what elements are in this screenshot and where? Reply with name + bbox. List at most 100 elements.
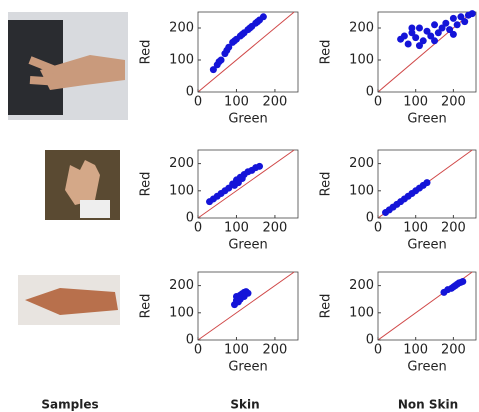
y-tick-label: 200	[349, 156, 374, 171]
point	[412, 34, 420, 42]
x-tick-label: 200	[263, 343, 288, 358]
scatter-chart: 0 100 200 0 100 200 Green Red	[139, 11, 299, 127]
x-tick-label: 100	[403, 343, 428, 358]
y-axis-label: Red	[139, 172, 154, 197]
point	[468, 10, 476, 18]
scatter-chart: 0 100 200 0 100 200 Green Red	[319, 149, 477, 253]
point	[427, 32, 435, 40]
point	[442, 19, 450, 27]
y-tick-label: 100	[349, 53, 374, 68]
x-tick-label: 0	[194, 221, 202, 236]
point	[423, 179, 431, 187]
caption: Samples	[41, 398, 98, 412]
caption: Non Skin	[398, 398, 458, 412]
reference-line	[197, 149, 295, 219]
point	[419, 37, 427, 45]
y-tick-label: 100	[349, 305, 374, 320]
y-tick-label: 0	[366, 333, 374, 348]
point	[415, 42, 423, 50]
point	[415, 24, 423, 32]
point	[254, 18, 262, 26]
x-tick-label: 100	[224, 221, 249, 236]
point	[256, 162, 264, 170]
x-tick-label: 0	[374, 343, 382, 358]
x-tick-label: 0	[194, 343, 202, 358]
x-tick-label: 0	[374, 221, 382, 236]
x-tick-label: 200	[263, 221, 288, 236]
point	[400, 32, 408, 40]
y-axis-label: Red	[139, 294, 154, 319]
point	[238, 30, 246, 38]
x-axis-label: Green	[228, 112, 267, 127]
point	[223, 46, 231, 54]
point	[408, 24, 416, 32]
y-axis-label: Red	[319, 172, 334, 197]
point	[461, 18, 469, 26]
scatter-chart: 0 100 200 0 100 200 Green Red	[319, 10, 477, 127]
sample-photo	[18, 275, 120, 325]
y-tick-label: 100	[349, 183, 374, 198]
x-tick-label: 0	[374, 95, 382, 110]
x-axis-label: Green	[407, 238, 446, 253]
y-tick-label: 0	[366, 211, 374, 226]
x-tick-label: 200	[441, 343, 466, 358]
point	[434, 29, 442, 37]
y-tick-label: 100	[169, 183, 194, 198]
y-tick-label: 0	[186, 85, 194, 100]
point	[457, 13, 465, 21]
x-axis-label: Green	[228, 238, 267, 253]
x-tick-label: 200	[441, 95, 466, 110]
x-tick-label: 0	[194, 95, 202, 110]
point	[453, 21, 461, 29]
point	[408, 29, 416, 37]
x-axis-label: Green	[407, 360, 446, 375]
point	[234, 298, 242, 306]
scatter-chart: 0 100 200 0 100 200 Green Red	[139, 271, 299, 375]
y-tick-label: 200	[349, 278, 374, 293]
x-tick-label: 200	[263, 95, 288, 110]
y-tick-label: 100	[169, 305, 194, 320]
point	[449, 14, 457, 22]
point	[404, 40, 412, 48]
point	[231, 37, 239, 45]
point	[459, 278, 467, 286]
point	[209, 66, 217, 74]
scatter-chart: 0 100 200 0 100 200 Green Red	[139, 149, 299, 253]
sample-photo	[45, 150, 120, 220]
caption: Skin	[230, 398, 259, 412]
y-tick-label: 0	[366, 85, 374, 100]
y-tick-label: 0	[186, 333, 194, 348]
y-tick-label: 200	[169, 21, 194, 36]
point	[431, 21, 439, 29]
point	[431, 37, 439, 45]
point	[238, 175, 246, 183]
point	[259, 13, 267, 21]
y-tick-label: 100	[169, 53, 194, 68]
point	[449, 30, 457, 38]
y-tick-label: 0	[186, 211, 194, 226]
y-axis-label: Red	[139, 40, 154, 65]
x-tick-label: 200	[441, 221, 466, 236]
x-tick-label: 100	[403, 221, 428, 236]
point	[215, 58, 223, 66]
sample-photo	[8, 12, 128, 120]
point	[246, 24, 254, 32]
point	[446, 26, 454, 34]
y-tick-label: 200	[169, 156, 194, 171]
point	[423, 27, 431, 35]
y-axis-label: Red	[319, 40, 334, 65]
y-tick-label: 200	[169, 278, 194, 293]
x-axis-label: Green	[228, 360, 267, 375]
reference-line	[197, 11, 295, 93]
x-tick-label: 100	[224, 343, 249, 358]
x-axis-label: Green	[407, 112, 446, 127]
point	[240, 292, 248, 300]
scatter-chart: 0 100 200 0 100 200 Green Red	[319, 271, 477, 375]
point	[438, 24, 446, 32]
x-tick-label: 100	[403, 95, 428, 110]
y-axis-label: Red	[319, 294, 334, 319]
x-tick-label: 100	[224, 95, 249, 110]
y-tick-label: 200	[349, 21, 374, 36]
reference-line	[197, 271, 295, 341]
